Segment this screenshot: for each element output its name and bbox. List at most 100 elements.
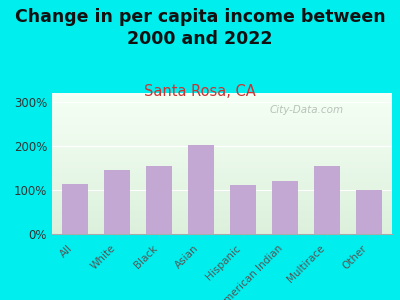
Bar [52,107,392,109]
Bar [52,202,392,203]
Bar [230,184,256,234]
Bar [52,186,392,188]
Bar [52,127,392,128]
Bar [52,230,392,231]
Bar [52,173,392,175]
Bar [52,206,392,207]
Bar [52,214,392,216]
Bar [52,110,392,111]
Bar [52,169,392,170]
Bar [52,179,392,180]
Bar [52,184,392,186]
Bar [314,166,340,234]
Bar [52,197,392,199]
Bar [52,208,392,210]
Bar [272,181,298,234]
Bar [52,123,392,124]
Bar [52,189,392,190]
Bar [52,218,392,220]
Bar [52,152,392,154]
Bar [52,170,392,172]
Bar [52,145,392,147]
Bar [52,228,392,230]
Bar [52,168,392,169]
Bar [52,140,392,141]
Bar [52,164,392,165]
Bar [52,157,392,158]
Bar [52,141,392,142]
Bar [104,170,130,234]
Bar [52,188,392,189]
Bar [52,212,392,213]
Bar [52,224,392,226]
Bar [52,221,392,223]
Bar [52,175,392,176]
Bar [52,207,392,208]
Bar [52,125,392,127]
Bar [356,190,382,234]
Bar [52,97,392,99]
Bar [52,117,392,118]
Bar [52,118,392,120]
Text: City-Data.com: City-Data.com [270,105,344,115]
Bar [52,199,392,200]
Bar [52,227,392,228]
Text: Santa Rosa, CA: Santa Rosa, CA [144,84,256,99]
Bar [52,151,392,152]
Bar [52,121,392,123]
Bar [52,130,392,131]
Bar [52,155,392,157]
Bar [52,100,392,101]
Bar [52,106,392,107]
Bar [52,135,392,137]
Bar [52,94,392,96]
Bar [52,111,392,113]
Bar [52,161,392,162]
Bar [52,99,392,100]
Bar [52,196,392,197]
Bar [52,154,392,155]
Bar [52,134,392,135]
Bar [52,232,392,234]
Bar [52,176,392,178]
Bar [52,149,392,151]
Bar [62,184,88,234]
Bar [52,180,392,182]
Bar [52,120,392,121]
Bar [146,166,172,234]
Bar [52,210,392,212]
Bar [52,114,392,116]
Bar [52,158,392,159]
Bar [52,200,392,202]
Bar [52,142,392,144]
Bar [52,165,392,166]
Bar [52,128,392,130]
Bar [52,101,392,103]
Bar [52,137,392,138]
Bar [52,223,392,224]
Bar [52,172,392,173]
Bar [52,124,392,125]
Bar [52,133,392,134]
Bar [52,131,392,133]
Bar [188,145,214,234]
Bar [52,166,392,168]
Bar [52,203,392,204]
Text: Change in per capita income between
2000 and 2022: Change in per capita income between 2000… [15,8,385,48]
Bar [52,178,392,179]
Bar [52,231,392,232]
Bar [52,193,392,194]
Bar [52,192,392,193]
Bar [52,226,392,227]
Bar [52,116,392,117]
Bar [52,96,392,97]
Bar [52,194,392,196]
Bar [52,147,392,148]
Bar [52,138,392,140]
Bar [52,216,392,217]
Bar [52,220,392,221]
Bar [52,213,392,214]
Bar [52,109,392,110]
Bar [52,144,392,145]
Bar [52,148,392,149]
